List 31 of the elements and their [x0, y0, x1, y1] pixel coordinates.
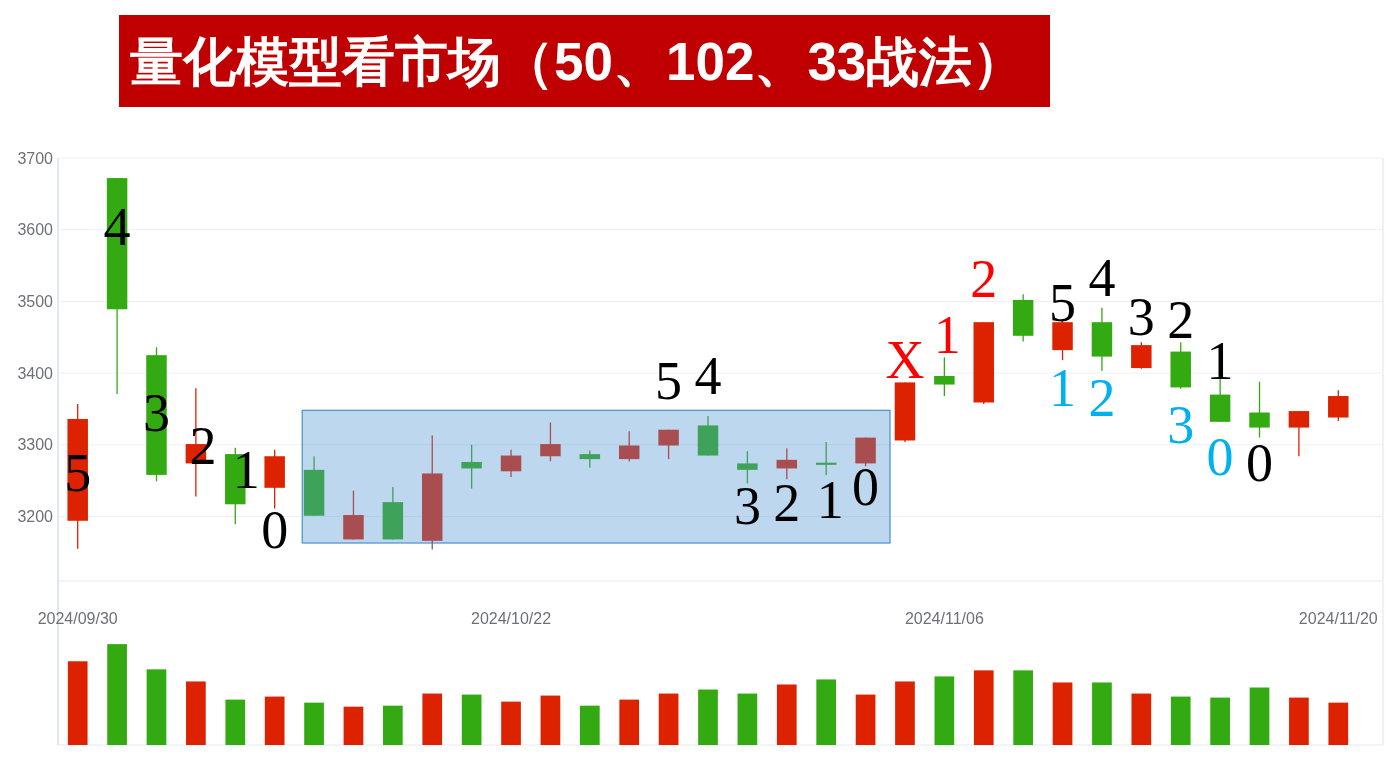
y-tick-label: 3200 — [17, 507, 54, 525]
annotation: 0 — [852, 457, 880, 517]
annotation: 2 — [1167, 290, 1195, 350]
annotation: 0 — [1206, 427, 1234, 487]
annotation: 4 — [1088, 248, 1116, 308]
annotation: 3 — [1167, 395, 1195, 455]
y-tick-label: 3300 — [17, 436, 54, 454]
annotation: 2 — [773, 473, 801, 533]
x-tick-label: 2024/10/22 — [470, 609, 552, 627]
annotation: 3 — [1127, 287, 1155, 347]
annotation: 4 — [694, 346, 722, 406]
chart-title: 量化模型看市场（50、102、33战法） — [130, 31, 1026, 91]
annotation: 0 — [261, 500, 289, 560]
x-tick-label: 2024/09/30 — [37, 609, 118, 627]
y-tick-label: 3700 — [17, 149, 54, 167]
annotation: 1 — [1049, 358, 1077, 418]
annotation: 1 — [1206, 331, 1234, 391]
annotation: 2 — [970, 249, 998, 309]
x-tick-label: 2024/11/06 — [904, 609, 984, 627]
annotation: 2 — [1088, 368, 1116, 428]
annotation: 3 — [733, 476, 761, 536]
annotation: 5 — [1049, 273, 1077, 333]
x-tick-label: 2024/11/20 — [1298, 609, 1378, 627]
annotation: X — [885, 330, 925, 390]
y-tick-label: 3500 — [17, 292, 54, 310]
annotation: 1 — [816, 470, 844, 530]
annotation: 0 — [1246, 433, 1273, 493]
y-tick-label: 3600 — [17, 221, 54, 239]
y-tick-label: 3400 — [17, 364, 54, 382]
annotation: 5 — [655, 351, 683, 411]
annotation: 1 — [933, 305, 961, 365]
